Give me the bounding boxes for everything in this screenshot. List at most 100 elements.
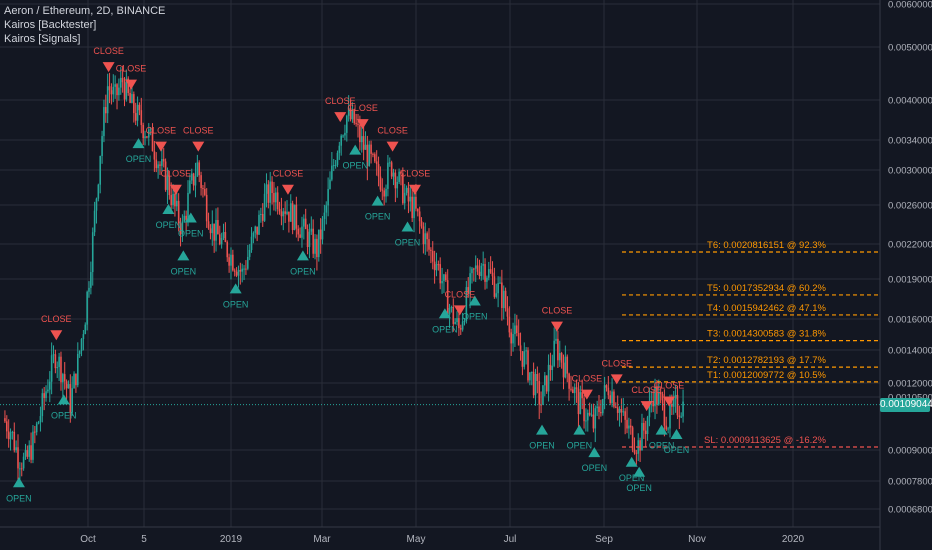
candle-body	[534, 373, 537, 396]
candle-body	[441, 280, 443, 284]
candle-body	[243, 268, 245, 270]
last-price-tag: 0.00109044	[880, 397, 932, 412]
candle-body	[517, 333, 520, 346]
candle-body	[75, 373, 77, 386]
candle-body	[211, 223, 214, 234]
candle-body	[678, 415, 681, 418]
indicator-backtester[interactable]: Kairos [Backtester]	[4, 19, 97, 31]
close-signal-label: CLOSE	[654, 380, 685, 390]
candle-body	[218, 234, 221, 245]
candle-body	[347, 108, 350, 116]
candle-body	[459, 328, 462, 330]
candle-body	[411, 196, 413, 219]
candle-body	[643, 423, 645, 431]
level-label-t1: T1: 0.0012009772 @ 10.5%	[707, 370, 827, 381]
candle-body	[144, 136, 146, 139]
indicator-signals[interactable]: Kairos [Signals]	[4, 33, 81, 45]
candle-body	[331, 165, 333, 180]
candle-body	[383, 190, 385, 197]
candle-body	[542, 385, 544, 405]
candle-body	[374, 154, 376, 162]
candle-body	[35, 423, 38, 433]
candle-body	[465, 287, 468, 322]
open-signal-marker	[438, 308, 451, 319]
candle-body	[162, 159, 165, 162]
candle-body	[405, 187, 408, 193]
candle-body	[504, 290, 507, 309]
open-signal-label: OPEN	[649, 441, 675, 451]
candle-body	[151, 128, 154, 152]
candle-body	[403, 192, 406, 204]
candle-body	[379, 176, 382, 190]
candle-body	[564, 356, 567, 378]
candle-body	[147, 129, 150, 138]
candle-body	[273, 192, 275, 203]
candle-body	[54, 354, 57, 369]
candle-body	[428, 239, 430, 250]
candle-body	[646, 417, 649, 435]
candle-body	[321, 218, 324, 240]
candle-body	[6, 421, 8, 432]
symbol-title[interactable]: Aeron / Ethereum, 2D, BINANCE	[4, 5, 166, 17]
candle-body	[478, 271, 481, 277]
candle-body	[245, 268, 247, 270]
candle-body	[497, 283, 499, 294]
level-label-t4: T4: 0.0015942462 @ 47.1%	[707, 303, 827, 314]
candle-body	[672, 398, 675, 407]
candle-body	[372, 153, 374, 155]
candle-body	[456, 318, 458, 323]
candle-body	[590, 414, 593, 416]
candle-body	[409, 196, 412, 202]
candle-body	[140, 110, 143, 126]
candle-body	[291, 203, 294, 231]
candle-body	[521, 351, 524, 367]
candle-body	[62, 374, 64, 383]
candle-body	[631, 427, 634, 450]
candle-body	[316, 238, 318, 258]
candle-body	[394, 172, 397, 189]
candle-body	[622, 411, 625, 413]
candle-body	[424, 233, 427, 245]
candle-body	[121, 77, 124, 83]
candle-body	[445, 274, 447, 281]
candle-body	[34, 431, 36, 433]
candle-body	[656, 386, 658, 405]
close-signal-marker	[281, 184, 294, 195]
candle-body	[523, 351, 526, 367]
open-signal-label: OPEN	[290, 266, 316, 276]
candle-body	[577, 388, 580, 415]
candle-body	[435, 264, 438, 271]
candle-body	[598, 406, 600, 413]
candle-body	[334, 165, 337, 167]
candle-body	[355, 123, 357, 125]
candle-body	[624, 411, 626, 420]
candle-body	[377, 164, 380, 177]
candle-body	[108, 86, 111, 91]
open-signal-marker	[177, 250, 190, 261]
candle-body	[558, 353, 561, 361]
close-signal-marker	[169, 184, 182, 195]
candle-body	[200, 175, 202, 189]
candle-body	[545, 375, 548, 392]
candle-body	[161, 159, 163, 166]
candle-body	[304, 218, 307, 229]
candle-body	[312, 228, 314, 254]
level-label-t2: T2: 0.0012782193 @ 17.7%	[707, 355, 827, 366]
candle-body	[233, 270, 236, 272]
candle-body	[246, 256, 249, 269]
candle-body	[644, 430, 647, 435]
candle-body	[381, 189, 384, 191]
candle-body	[585, 420, 587, 422]
candle-body	[133, 94, 135, 114]
candle-body	[402, 173, 404, 204]
candle-body	[605, 385, 608, 388]
open-signal-label: OPEN	[619, 473, 645, 483]
candle-body	[131, 94, 133, 103]
level-label-t3: T3: 0.0014300583 @ 31.8%	[707, 329, 827, 340]
candle-body	[344, 132, 346, 136]
